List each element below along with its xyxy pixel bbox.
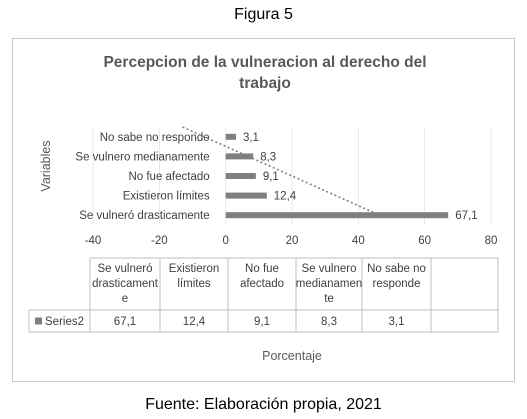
category-label: No sabe no responde: [100, 132, 210, 144]
table-cell: 67,1: [114, 316, 136, 328]
value-label: 3,1: [243, 132, 259, 144]
x-tick-label: 40: [352, 235, 365, 247]
bar: [225, 153, 254, 160]
table-header: Se vulneró drasticament e: [92, 263, 159, 305]
value-label: 67,1: [455, 210, 477, 222]
source-note: Fuente: Elaboración propia, 2021: [145, 396, 382, 413]
x-tick-label: 80: [485, 235, 498, 247]
table-cell: 3,1: [389, 316, 405, 328]
category-label: Se vulnero medianamente: [75, 151, 209, 163]
y-axis-title: Variables: [39, 140, 53, 191]
value-label: 8,3: [260, 151, 276, 163]
table-series-label: Series2: [45, 316, 84, 328]
category-label: Existieron límites: [123, 191, 210, 203]
bar: [225, 212, 449, 219]
x-tick-label: -40: [85, 235, 102, 247]
x-tick-labels: -40 -20 0 20 40 60 80: [85, 235, 498, 247]
value-label: 12,4: [274, 191, 297, 203]
value-label: 9,1: [263, 171, 279, 183]
legend-key: [35, 317, 42, 325]
chart-title: Percepcion de la vulneracion al derecho …: [103, 54, 426, 92]
x-tick-label: 60: [418, 235, 431, 247]
table-cell: 9,1: [254, 316, 270, 328]
table-cell: 8,3: [321, 316, 337, 328]
x-axis-title: Porcentaje: [262, 349, 322, 363]
x-tick-label: 20: [286, 235, 299, 247]
value-labels: 67,1 12,4 9,1 8,33,1: [243, 132, 478, 222]
figure-caption: Figura 5: [234, 6, 293, 23]
trendline: [182, 126, 383, 217]
table-header: No fue afectado: [240, 263, 284, 290]
bars: [225, 133, 449, 219]
x-tick-label: -20: [151, 235, 168, 247]
trendline-line: [182, 126, 383, 217]
table-cell: 12,4: [183, 316, 206, 328]
table-header: Se vulnero medianamen te: [296, 263, 362, 305]
chart-title-line: trabajo: [239, 75, 291, 92]
category-label: Se vulneró drasticamente: [79, 210, 209, 222]
category-labels: Se vulneró drasticamente Existieron límit…: [75, 132, 209, 222]
bar: [225, 173, 256, 179]
chart-title-line: Percepcion de la vulneracion al derecho …: [103, 54, 426, 71]
data-table: Se vulneró drasticament e Existieron límites…: [28, 257, 499, 333]
table-header: No sabe no responde: [367, 263, 426, 290]
bar: [225, 133, 236, 140]
bar: [225, 192, 267, 199]
x-tick-label: 0: [222, 235, 228, 247]
table-header: Existieron límites: [169, 263, 220, 290]
category-label: No fue afectado: [128, 171, 209, 183]
